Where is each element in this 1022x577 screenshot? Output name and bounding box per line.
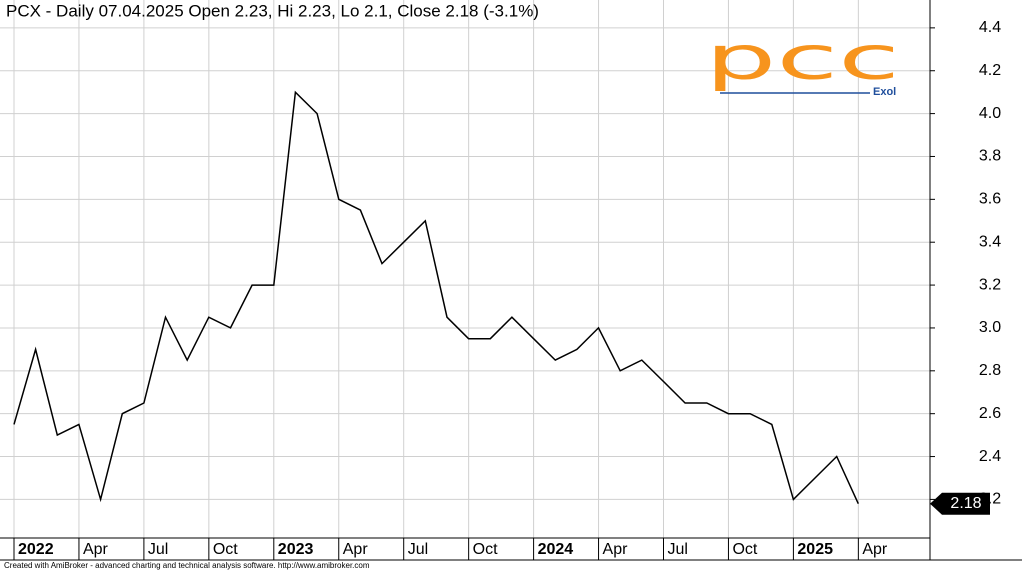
logo-text: pcc <box>705 24 900 94</box>
chart-title: PCX - Daily 07.04.2025 Open 2.23, Hi 2.2… <box>6 1 539 20</box>
x-tick-label: Apr <box>83 541 109 558</box>
x-tick-label: 2022 <box>18 541 54 558</box>
y-tick-label: 4.2 <box>979 62 1001 79</box>
y-tick-label: 3.4 <box>979 233 1001 250</box>
y-tick-label: 2.8 <box>979 362 1001 379</box>
y-tick-label: 3.8 <box>979 148 1001 165</box>
y-tick-label: 4.4 <box>979 19 1001 36</box>
y-tick-label: 3.6 <box>979 191 1001 208</box>
x-tick-label: Apr <box>862 541 888 558</box>
x-tick-label: 2024 <box>538 541 574 558</box>
x-tick-label: Jul <box>148 541 168 558</box>
x-tick-label: Apr <box>603 541 629 558</box>
y-tick-label: 2.4 <box>979 448 1001 465</box>
x-tick-label: Apr <box>343 541 369 558</box>
x-tick-label: Oct <box>473 541 498 558</box>
logo-subtext: Exol <box>873 86 896 98</box>
x-tick-label: Jul <box>668 541 688 558</box>
x-tick-label: Oct <box>732 541 757 558</box>
x-tick-label: Oct <box>213 541 238 558</box>
y-tick-label: 2.6 <box>979 405 1001 422</box>
price-line <box>13 90 859 505</box>
y-tick-label: 3.0 <box>979 319 1001 336</box>
last-price-marker <box>930 492 990 515</box>
y-tick-label: 4.0 <box>979 105 1001 122</box>
last-price-label: 2.18 <box>950 495 981 512</box>
footer: Created with AmiBroker - advanced charti… <box>4 561 370 570</box>
x-tick-label: 2023 <box>278 541 314 558</box>
grid <box>0 0 930 538</box>
x-tick-label: Jul <box>408 541 428 558</box>
x-tick-label: 2025 <box>797 541 833 558</box>
y-tick-label: 3.2 <box>979 276 1001 293</box>
